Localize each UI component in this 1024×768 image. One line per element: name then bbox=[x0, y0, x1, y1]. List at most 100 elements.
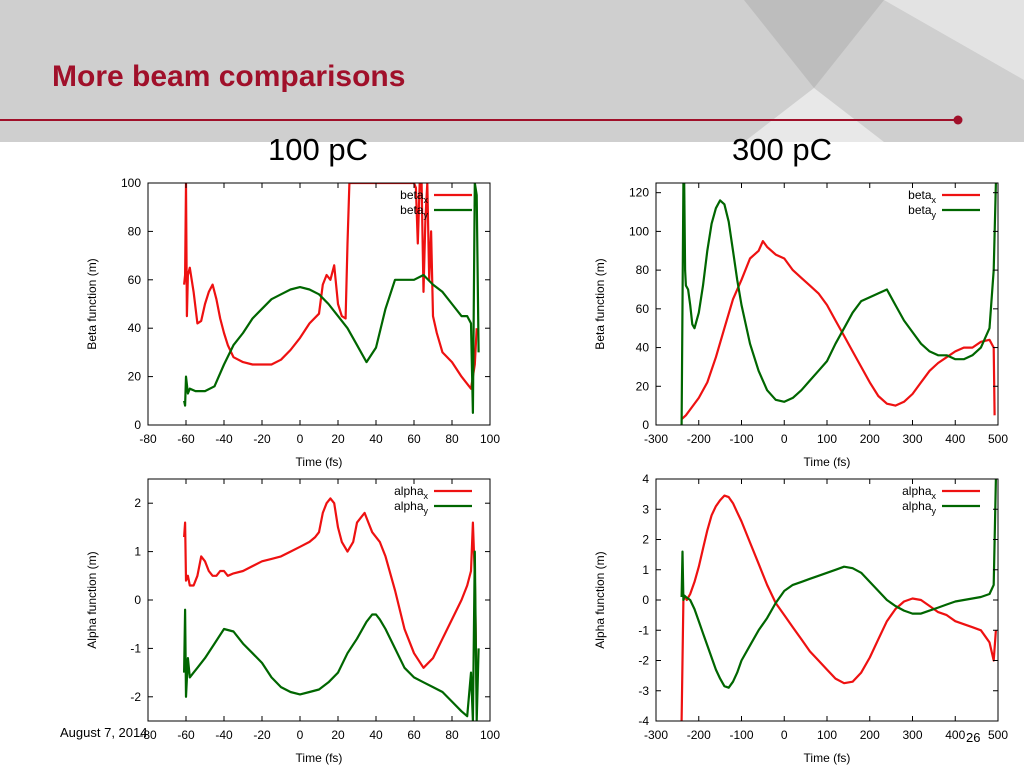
x-tick-label: -40 bbox=[215, 728, 233, 742]
legend-label: alphay bbox=[902, 499, 936, 516]
y-tick-label: 100 bbox=[629, 224, 649, 238]
legend-label: alphax bbox=[902, 484, 936, 501]
footer-date: August 7, 2014 bbox=[60, 725, 148, 740]
x-tick-label: 0 bbox=[781, 432, 788, 446]
y-tick-label: 3 bbox=[642, 502, 649, 516]
x-tick-label: 100 bbox=[480, 728, 500, 742]
series-line-alpha-y bbox=[183, 550, 480, 721]
x-tick-label: 40 bbox=[369, 432, 383, 446]
y-tick-label: 40 bbox=[128, 321, 142, 335]
y-tick-label: 0 bbox=[642, 418, 649, 432]
page-number: 26 bbox=[966, 730, 981, 745]
x-tick-label: 400 bbox=[945, 432, 965, 446]
x-axis-label: Time (fs) bbox=[804, 455, 851, 469]
y-axis-label: Beta function (m) bbox=[593, 258, 607, 349]
plot-frame bbox=[147, 182, 491, 426]
x-tick-label: -200 bbox=[687, 432, 711, 446]
x-axis-label: Time (fs) bbox=[296, 455, 343, 469]
y-tick-label: -3 bbox=[638, 684, 649, 698]
title-divider-dot bbox=[953, 115, 963, 125]
y-tick-label: 100 bbox=[121, 176, 141, 190]
series-line-alpha-x bbox=[680, 494, 997, 721]
x-tick-label: 40 bbox=[369, 728, 383, 742]
y-tick-label: 60 bbox=[636, 302, 650, 316]
y-tick-label: 60 bbox=[128, 273, 142, 287]
x-tick-label: 0 bbox=[781, 728, 788, 742]
x-axis-label: Time (fs) bbox=[296, 751, 343, 765]
deco-triangle-2 bbox=[744, 88, 884, 142]
x-tick-label: 500 bbox=[988, 728, 1008, 742]
x-tick-label: -60 bbox=[177, 432, 195, 446]
x-tick-label: -20 bbox=[253, 432, 271, 446]
x-tick-label: 500 bbox=[988, 432, 1008, 446]
x-tick-label: -100 bbox=[729, 728, 753, 742]
x-tick-label: 300 bbox=[902, 432, 922, 446]
x-tick-label: -300 bbox=[644, 432, 668, 446]
y-axis-label: Beta function (m) bbox=[85, 258, 99, 349]
y-tick-label: 0 bbox=[642, 593, 649, 607]
deco-triangle-1 bbox=[744, 0, 884, 88]
x-tick-label: 20 bbox=[331, 728, 345, 742]
y-tick-label: 120 bbox=[629, 186, 649, 200]
y-tick-label: 80 bbox=[128, 224, 142, 238]
y-axis-label: Alpha function (m) bbox=[85, 551, 99, 648]
y-tick-label: 0 bbox=[134, 418, 141, 432]
x-tick-label: 60 bbox=[407, 432, 421, 446]
legend-label: betax bbox=[400, 188, 428, 205]
series-line-alpha-y bbox=[680, 479, 997, 689]
series-line-beta-y bbox=[680, 183, 997, 425]
y-tick-label: -1 bbox=[638, 623, 649, 637]
x-tick-label: -20 bbox=[253, 728, 271, 742]
x-tick-label: 100 bbox=[817, 728, 837, 742]
x-tick-label: 100 bbox=[817, 432, 837, 446]
column-title-100pc: 100 pC bbox=[268, 132, 368, 167]
y-tick-label: 20 bbox=[128, 370, 142, 384]
y-tick-label: 1 bbox=[642, 563, 649, 577]
deco-triangle-3 bbox=[884, 0, 1024, 80]
legend-label: alphax bbox=[394, 484, 428, 501]
y-tick-label: 4 bbox=[642, 472, 649, 486]
x-tick-label: -200 bbox=[687, 728, 711, 742]
series-line-beta-x bbox=[680, 240, 996, 421]
x-tick-label: 0 bbox=[297, 432, 304, 446]
y-tick-label: -2 bbox=[130, 690, 141, 704]
y-tick-label: 1 bbox=[134, 545, 141, 559]
x-tick-label: 200 bbox=[860, 728, 880, 742]
y-tick-label: 2 bbox=[134, 496, 141, 510]
legend-label: alphay bbox=[394, 499, 428, 516]
legend-label: betax bbox=[908, 188, 936, 205]
y-tick-label: 80 bbox=[636, 263, 650, 277]
plot-frame bbox=[655, 478, 999, 722]
x-tick-label: 300 bbox=[902, 728, 922, 742]
y-tick-label: 40 bbox=[636, 341, 650, 355]
x-tick-label: 400 bbox=[945, 728, 965, 742]
x-tick-label: 0 bbox=[297, 728, 304, 742]
legend-label: betay bbox=[908, 203, 936, 220]
y-tick-label: 0 bbox=[134, 593, 141, 607]
plot-frame bbox=[147, 478, 491, 722]
column-title-300pc: 300 pC bbox=[732, 132, 832, 167]
slide-title: More beam comparisons bbox=[52, 60, 406, 93]
series-line-alpha-x bbox=[183, 497, 478, 697]
y-axis-label: Alpha function (m) bbox=[593, 551, 607, 648]
x-tick-label: 80 bbox=[445, 432, 459, 446]
x-axis-label: Time (fs) bbox=[804, 751, 851, 765]
y-tick-label: 20 bbox=[636, 379, 650, 393]
x-tick-label: -300 bbox=[644, 728, 668, 742]
header-decoration bbox=[0, 0, 1024, 142]
series-line-beta-y bbox=[183, 183, 480, 414]
x-tick-label: -60 bbox=[177, 728, 195, 742]
y-tick-label: 2 bbox=[642, 533, 649, 547]
series-line-beta-x bbox=[183, 183, 478, 390]
x-tick-label: 20 bbox=[331, 432, 345, 446]
x-tick-label: -80 bbox=[139, 432, 157, 446]
y-tick-label: -4 bbox=[638, 714, 649, 728]
x-tick-label: 80 bbox=[445, 728, 459, 742]
y-tick-label: -2 bbox=[638, 654, 649, 668]
x-tick-label: 200 bbox=[860, 432, 880, 446]
legend-label: betay bbox=[400, 203, 428, 220]
x-tick-label: -40 bbox=[215, 432, 233, 446]
x-tick-label: -100 bbox=[729, 432, 753, 446]
x-tick-label: 100 bbox=[480, 432, 500, 446]
plot-frame bbox=[655, 182, 999, 426]
